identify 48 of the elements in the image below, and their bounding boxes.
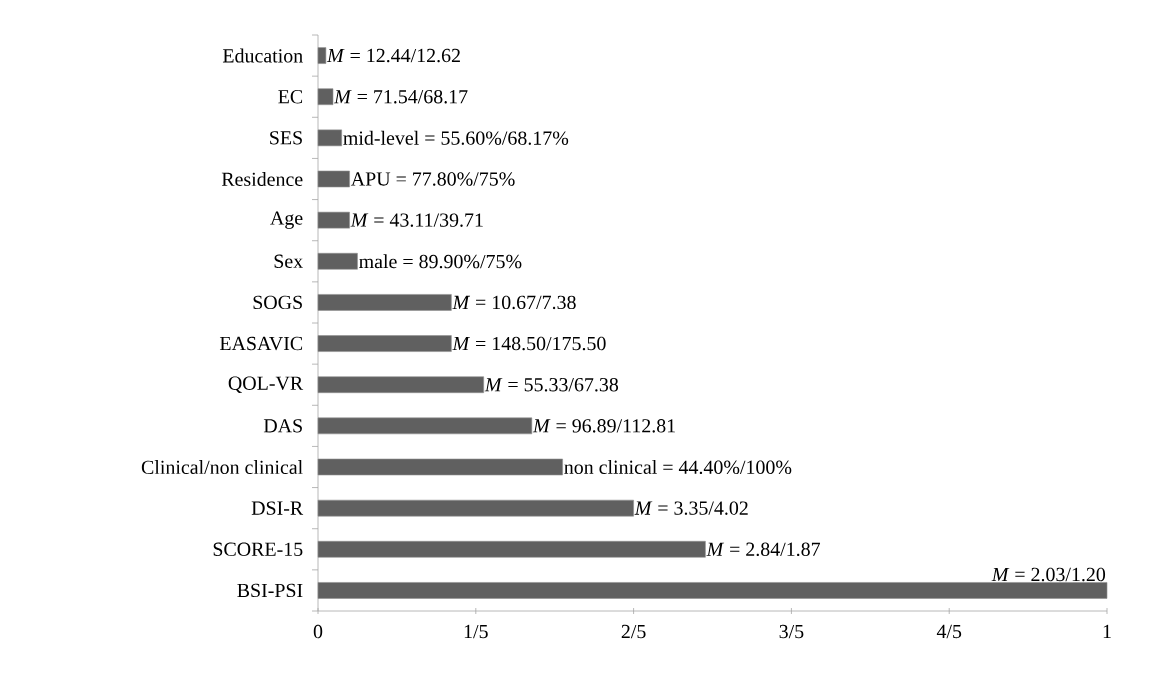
annotation: male = 89.90%/75% [359, 254, 522, 269]
annotation: M = 2.03/1.20 [991, 567, 1106, 582]
y-tick-label: DSI-R [251, 501, 304, 515]
bar [317, 294, 452, 311]
x-tick-label: 2/5 [621, 624, 646, 639]
annotation: APU = 77.80%/75% [350, 172, 515, 186]
annotation: M = 148.50/175.50 [452, 336, 606, 351]
annotation: M = 10.67/7.38 [452, 295, 576, 310]
bar [317, 252, 358, 270]
y-tick-label: EC [278, 90, 303, 104]
x-tick-label: 3/5 [779, 624, 804, 639]
y-tick-label: Clinical/non clinical [141, 459, 303, 475]
bar [317, 47, 327, 64]
y-tick-label: SOGS [253, 295, 302, 310]
x-tick-label: 1/5 [464, 624, 488, 639]
bar [317, 376, 484, 394]
bar [317, 582, 1108, 599]
bar [317, 129, 342, 147]
annotation: M = 12.44/12.62 [326, 48, 460, 63]
bar [317, 540, 706, 558]
y-tick-label: SCORE-15 [213, 542, 303, 556]
bar [317, 88, 334, 106]
x-tick-label: 1 [1103, 624, 1111, 638]
y-tick-label: Age [270, 211, 303, 229]
bar [317, 458, 563, 476]
annotation: M = 55.33/67.38 [484, 377, 619, 392]
bar [317, 335, 452, 352]
annotation: mid-level = 55.60%/68.17% [343, 130, 569, 145]
x-tick-label: 4/5 [936, 624, 962, 639]
annotation: M = 71.54/68.17 [333, 89, 468, 104]
y-tick-label: SES [270, 131, 302, 145]
y-tick-label: EASAVIC [219, 336, 303, 351]
bar [317, 417, 533, 435]
y-tick-label: BSI-PSI [237, 583, 303, 598]
annotation: non clinical = 44.40%/100% [564, 459, 792, 475]
y-tick-label: Residence [221, 171, 303, 187]
annotation: M = 2.84/1.87 [706, 542, 821, 557]
y-tick-label: Sex [274, 254, 303, 268]
bar [317, 499, 634, 517]
annotation: M = 43.11/39.71 [350, 213, 483, 227]
bar [317, 170, 350, 188]
y-tick-label: Education [222, 48, 303, 63]
bar [317, 211, 350, 229]
y-tick-label: QOL-VR [228, 376, 304, 393]
y-tick-label: DAS [263, 419, 302, 433]
annotation: M = 96.89/112.81 [532, 419, 675, 433]
annotation: M = 3.35/4.02 [634, 501, 748, 515]
x-tick-label: 0 [313, 624, 323, 639]
